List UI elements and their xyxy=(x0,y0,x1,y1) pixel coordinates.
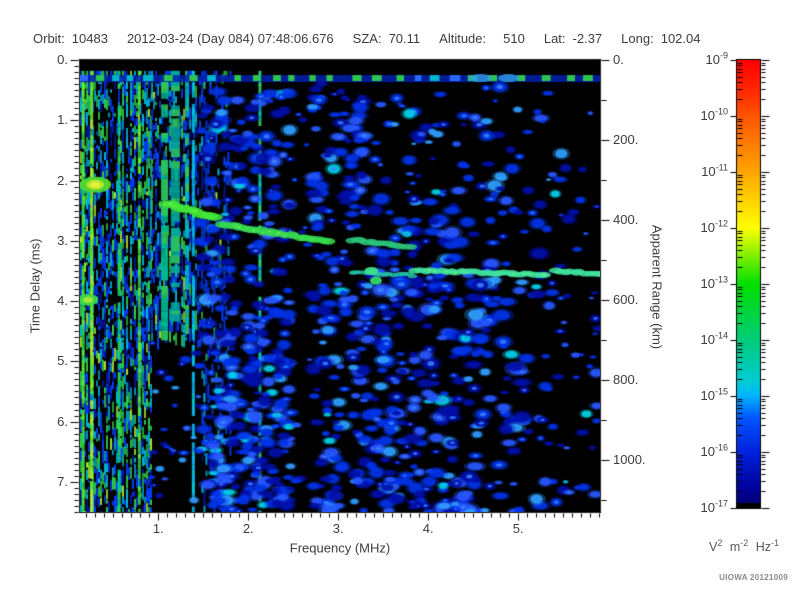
colorbar-tick-label: 10-13 xyxy=(700,275,728,292)
units-hz: Hz xyxy=(755,540,772,555)
colorbar-tick-label: 10-12 xyxy=(700,219,728,236)
y-tick-label: 2. xyxy=(57,172,68,188)
y-tick-label: 6. xyxy=(57,413,68,429)
y-tick-label: 7. xyxy=(57,473,68,489)
y2-tick-label: 800. xyxy=(613,372,639,387)
x-tick-label: 2. xyxy=(242,521,254,536)
y2-tick-label: 600. xyxy=(613,292,639,307)
colorbar-tick-label: 10-11 xyxy=(701,163,728,180)
x-tick-label: 3. xyxy=(332,521,344,536)
y2-tick-label: 1000. xyxy=(613,452,646,467)
y-tick-label: 3. xyxy=(57,232,68,248)
spectrogram-canvas xyxy=(80,60,600,512)
y2-tick-label: 0. xyxy=(613,52,624,67)
watermark: UIOWA 20121009 xyxy=(719,573,788,582)
x-axis-title-frequency: Frequency (MHz) xyxy=(289,540,391,556)
y-axis-title-time-delay: Time Delay (ms) xyxy=(27,238,43,334)
colorbar-tick-label: 10-14 xyxy=(700,331,728,348)
colorbar-tick-label: 10-9 xyxy=(705,51,728,68)
y2-tick-label: 200. xyxy=(613,132,639,147)
y-tick-label: 0. xyxy=(57,52,68,67)
y2-tick-label: 400. xyxy=(613,212,639,227)
colorbar-tick-label: 10-10 xyxy=(700,107,728,124)
colorbar-tick-label: 10-17 xyxy=(700,499,728,516)
colorbar-tick-label: 10-15 xyxy=(700,387,728,404)
x-tick-label: 1. xyxy=(152,521,164,536)
y-tick-label: 4. xyxy=(57,293,68,309)
y-axis-title-apparent-range: Apparent Range (km) xyxy=(649,224,665,350)
colorbar-units-label: V2 m-2 Hz-1 xyxy=(708,537,780,555)
y-tick-label: 5. xyxy=(57,353,68,369)
units-v: V xyxy=(708,540,718,555)
colorbar-tick-label: 10-16 xyxy=(700,443,728,460)
x-tick-label: 4. xyxy=(422,521,434,536)
units-m: m xyxy=(729,540,741,555)
x-tick-label: 5. xyxy=(512,521,524,536)
y-tick-label: 1. xyxy=(57,112,68,128)
